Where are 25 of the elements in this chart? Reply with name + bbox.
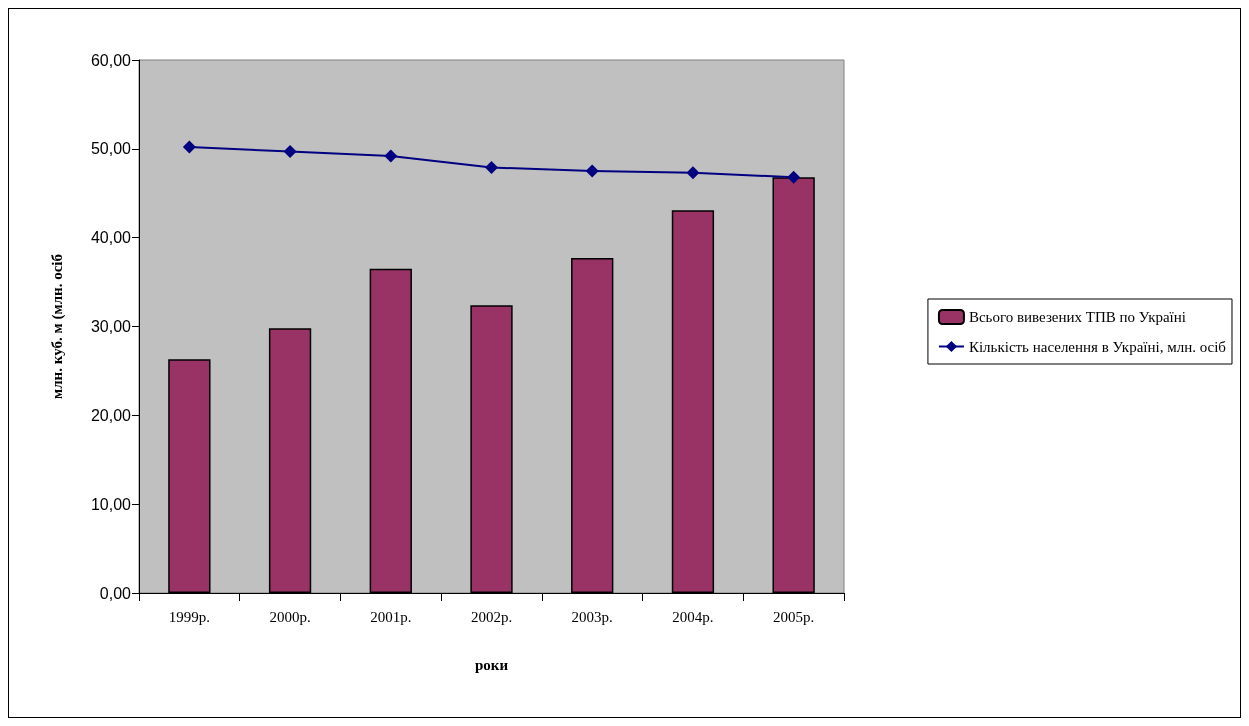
x-tick-label: 2000р. [269,608,311,625]
legend-label: Всього вивезених ТПВ по Україні [968,309,1186,325]
y-tick-label: 40,00 [90,229,132,247]
point [182,140,196,154]
y-axis-title: млн. куб. м (млн. осіб [48,253,66,400]
y-tick-label: 60,00 [90,51,132,69]
y-tick-label: 50,00 [90,140,132,158]
x-tick-label: 2004р. [672,608,714,625]
x-tick-label: 1999р. [168,608,210,625]
point [485,160,498,174]
y-tick-label: 30,00 [90,318,132,335]
y-tick-label: 10,00 [90,495,132,513]
x-tick-label: 2005р. [773,608,815,625]
point [384,149,398,163]
x-tick-label: 2003р. [571,608,613,625]
x-axis-title: роки [474,656,509,673]
point [787,170,801,184]
legend-label: Кількість населення в Україні, млн. осіб [968,338,1227,355]
y-tick-label: 0,00 [99,584,132,602]
point [283,145,297,158]
point [585,164,599,178]
y-tick-label: 20,00 [90,406,132,424]
point [686,166,700,180]
x-tick-label: 2002р. [470,608,513,625]
x-tick-label: 2001р. [370,608,412,625]
